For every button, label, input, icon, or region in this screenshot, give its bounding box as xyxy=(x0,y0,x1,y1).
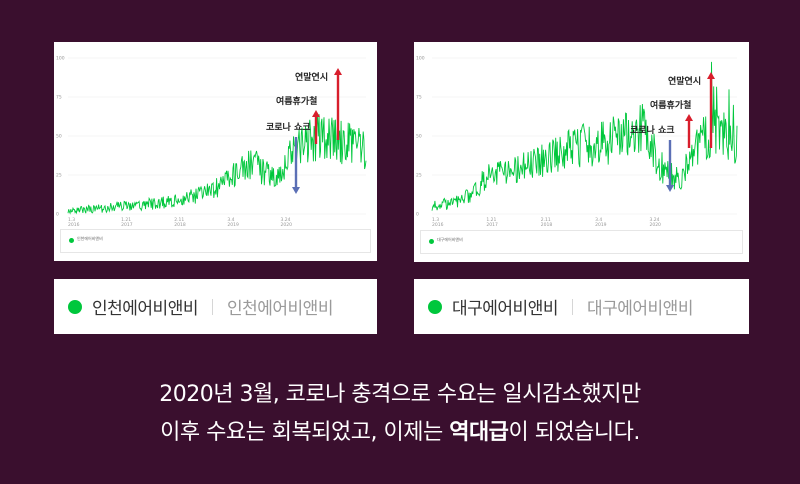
x-tick-year: 2019 xyxy=(595,222,607,228)
chart-daegu: 0 25 50 75 100 1.3 2016 1.21 2017 2.11 2018 3.4 2019… xyxy=(414,42,749,262)
y-tick-label: 100 xyxy=(56,56,65,62)
legend-label: 인천에어비앤비 xyxy=(77,236,103,241)
y-tick-label: 0 xyxy=(56,212,59,218)
series-dot-icon xyxy=(68,299,82,314)
arrow-head xyxy=(292,187,300,194)
x-tick-label: 3.4 xyxy=(227,217,234,223)
x-tick-year: 2020 xyxy=(649,222,661,228)
annotation-label: 코로나 쇼크 xyxy=(630,124,675,136)
caption-text: 이 되었습니다. xyxy=(508,420,640,445)
series-dot-icon xyxy=(428,299,442,314)
x-tick-year: 2016 xyxy=(68,222,80,228)
x-tick-year: 2020 xyxy=(280,222,292,228)
x-tick-year: 2018 xyxy=(174,222,186,228)
x-tick-label: 1.3 xyxy=(432,217,439,223)
legend-label: 대구에어비앤비 xyxy=(437,237,463,242)
annotation-arrow xyxy=(685,114,693,148)
x-tick-label: 1.21 xyxy=(486,217,496,223)
annotation-label: 여름휴가철 xyxy=(650,99,691,111)
series-name: 대구에어비앤비 xyxy=(452,299,558,319)
arrow-head xyxy=(707,72,715,79)
x-tick-year: 2017 xyxy=(486,222,498,228)
y-tick-label: 0 xyxy=(416,212,419,218)
x-tick-year: 2018 xyxy=(541,222,553,228)
caption-highlight: 역대급 xyxy=(449,420,509,445)
y-tick-label: 75 xyxy=(416,95,422,101)
arrow-head xyxy=(666,185,674,192)
divider xyxy=(571,298,573,315)
series-name-secondary: 인천에어비앤비 xyxy=(226,299,333,319)
divider xyxy=(211,298,213,315)
series-line xyxy=(431,61,738,211)
annotation-arrow xyxy=(334,68,342,140)
legend-dot xyxy=(69,238,74,243)
x-tick-label: 3.24 xyxy=(280,217,290,223)
annotation-arrow xyxy=(707,72,715,148)
x-tick-label: 3.4 xyxy=(595,217,602,223)
x-tick-label: 2.11 xyxy=(541,217,551,223)
x-tick-label: 1.21 xyxy=(121,217,131,223)
arrow-head xyxy=(685,114,693,121)
series-line xyxy=(67,114,367,215)
x-tick-label: 3.24 xyxy=(649,217,659,223)
annotation-arrow xyxy=(312,110,320,144)
chart-legend: 대구에어비앤비 xyxy=(420,230,743,254)
annotation-label: 여름휴가철 xyxy=(276,95,317,107)
y-tick-label: 50 xyxy=(56,134,62,140)
y-tick-label: 25 xyxy=(416,173,422,179)
legend-card-incheon: 인천에어비앤비 인천에어비앤비 xyxy=(54,279,377,334)
annotation-label: 연말연시 xyxy=(668,75,701,87)
x-tick-year: 2016 xyxy=(432,222,444,228)
arrow-head xyxy=(312,110,320,117)
legend-card-daegu: 대구에어비앤비 대구에어비앤비 xyxy=(414,279,749,334)
y-tick-label: 75 xyxy=(56,95,62,101)
x-tick-year: 2017 xyxy=(121,222,133,228)
x-tick-year: 2019 xyxy=(227,222,239,228)
caption-line-1: 2020년 3월, 코로나 충격으로 수요는 일시감소했지만 xyxy=(159,382,641,407)
chart-incheon: 0 25 50 75 100 1.3 2016 1.21 2017 2.11 2018 3.4 2019… xyxy=(54,42,377,261)
caption-text: 이후 수요는 회복되었고, 이제는 xyxy=(160,420,450,445)
annotation-label: 코로나 쇼크 xyxy=(266,121,311,133)
y-tick-label: 100 xyxy=(416,56,425,62)
y-tick-label: 25 xyxy=(56,173,62,179)
legend-dot xyxy=(429,239,434,244)
chart-legend: 인천에어비앤비 xyxy=(60,229,371,253)
series-name-secondary: 대구에어비앤비 xyxy=(586,299,693,319)
series-name: 인천에어비앤비 xyxy=(92,299,198,319)
caption-line-2: 이후 수요는 회복되었고, 이제는 역대급이 되었습니다. xyxy=(0,414,800,446)
arrow-head xyxy=(334,68,342,75)
annotation-label: 연말연시 xyxy=(295,71,328,83)
annotation-arrow xyxy=(292,137,300,194)
annotation-arrow xyxy=(666,140,674,192)
x-tick-label: 2.11 xyxy=(174,217,184,223)
y-tick-label: 50 xyxy=(416,134,422,140)
x-tick-label: 1.3 xyxy=(68,217,75,223)
